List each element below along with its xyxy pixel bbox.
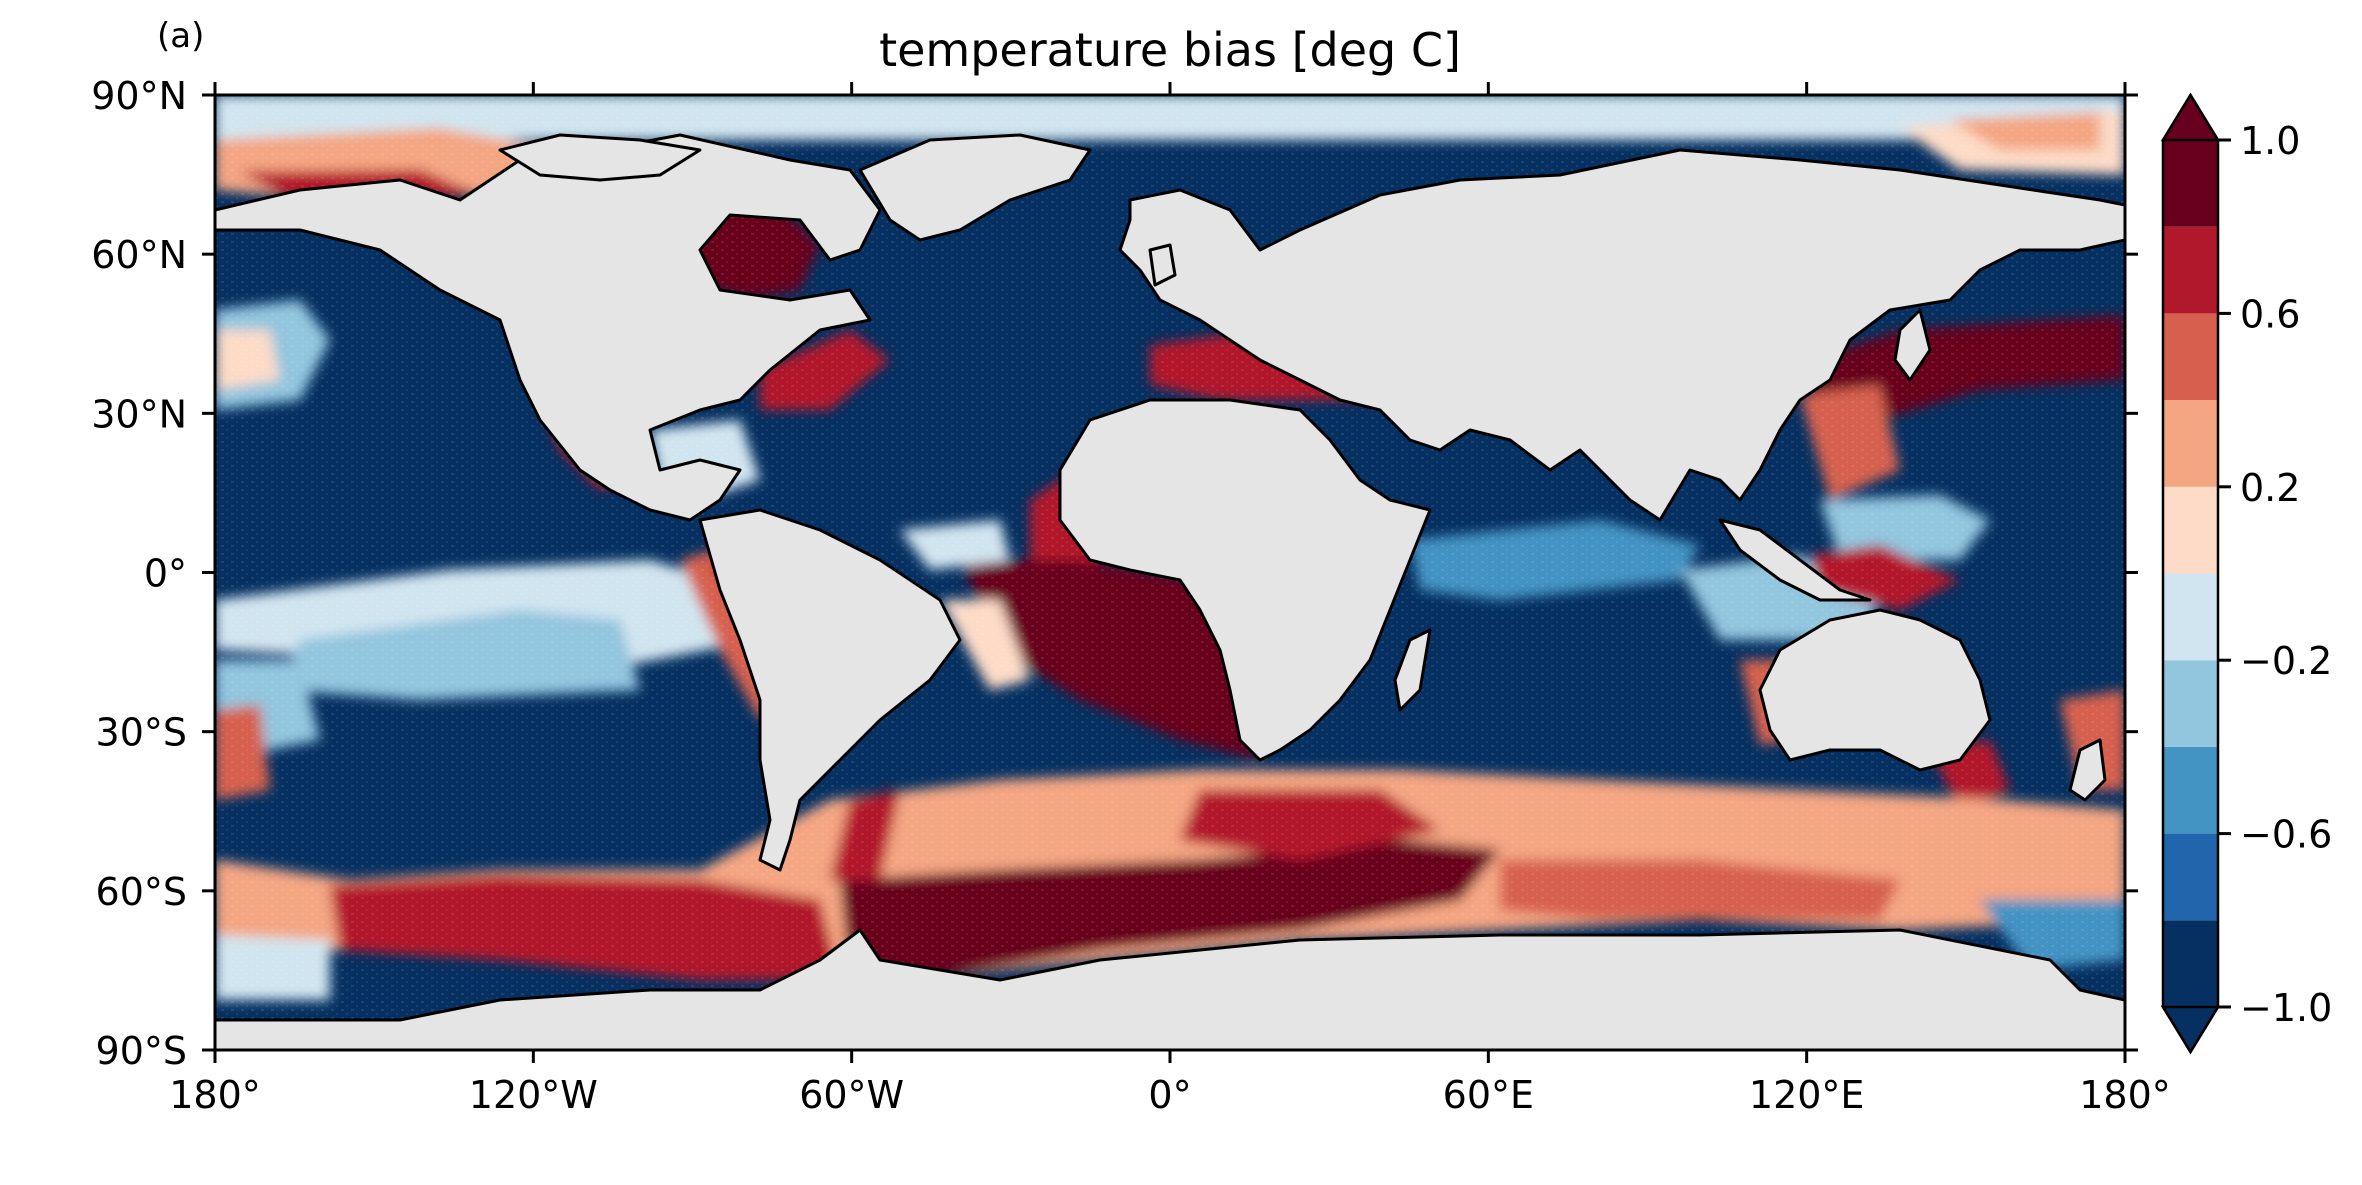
landmass-australia	[1758, 608, 1992, 772]
colorbar-ticks: 1.0 0.6 0.2 −0.2 −0.6 −1.0	[2218, 119, 2332, 1030]
colorbar-segment	[2163, 140, 2218, 227]
colorbar-extend-under	[2160, 1005, 2221, 1055]
colorbar-tick-label: 0.6	[2240, 292, 2300, 336]
landmass-eurasia	[1118, 148, 2125, 522]
panel-label: (a)	[157, 16, 204, 56]
colorbar-segment	[2163, 920, 2218, 1007]
landmass-africa	[1058, 398, 1432, 762]
colorbar-segment	[2163, 746, 2218, 834]
lat-tick-label: 30°S	[96, 711, 187, 755]
colorbar-tick-label: −0.2	[2240, 639, 2332, 683]
colorbar-tick-label: 0.2	[2240, 466, 2300, 510]
colorbar: 1.0 0.6 0.2 −0.2 −0.6 −1.0	[2160, 92, 2332, 1055]
colorbar-tick-label: −1.0	[2240, 986, 2332, 1030]
lat-tick-label: 60°N	[91, 233, 187, 277]
landmass-indonesia	[1718, 518, 1872, 602]
colorbar-segments	[2160, 92, 2221, 1055]
lon-tick-label: 180°	[2079, 1073, 2171, 1117]
colorbar-segment	[2163, 660, 2218, 747]
landmass-greenland	[858, 133, 1092, 242]
map-title: temperature bias [deg C]	[879, 23, 1461, 77]
lat-tick-label: 60°S	[96, 870, 187, 914]
landmass-new-zealand	[2068, 738, 2107, 802]
colorbar-extend-over	[2160, 92, 2221, 142]
lon-tick-label: 60°E	[1443, 1073, 1534, 1117]
landmass-south-america	[698, 508, 962, 872]
lon-tick-label: 120°W	[469, 1073, 598, 1117]
lat-tick-label: 90°S	[96, 1029, 187, 1073]
colorbar-tick-label: 1.0	[2240, 119, 2300, 163]
lat-tick-label: 90°N	[91, 74, 187, 118]
landmass-antarctica	[215, 928, 2125, 1050]
landmass-uk	[1148, 243, 1177, 287]
land-masses	[215, 133, 2125, 1050]
colorbar-segment	[2163, 573, 2218, 661]
lon-tick-label: 0°	[1148, 1073, 1191, 1117]
landmass-canadian-archipelago	[498, 133, 702, 182]
landmass-japan	[1893, 308, 1932, 382]
lat-tick-label: 30°N	[91, 392, 187, 436]
colorbar-segment	[2163, 833, 2218, 921]
landmass-madagascar	[1393, 628, 1432, 712]
colorbar-segment	[2163, 226, 2218, 314]
landmass-north-america	[215, 133, 882, 522]
lon-tick-label: 60°W	[799, 1073, 904, 1117]
lon-tick-label: 120°E	[1749, 1073, 1865, 1117]
colorbar-segment	[2163, 486, 2218, 574]
lon-tick-label: 180°	[169, 1073, 261, 1117]
colorbar-segment	[2163, 313, 2218, 401]
lat-tick-label: 0°	[144, 552, 187, 596]
colorbar-tick-label: −0.6	[2240, 813, 2332, 857]
colorbar-segment	[2163, 400, 2218, 487]
